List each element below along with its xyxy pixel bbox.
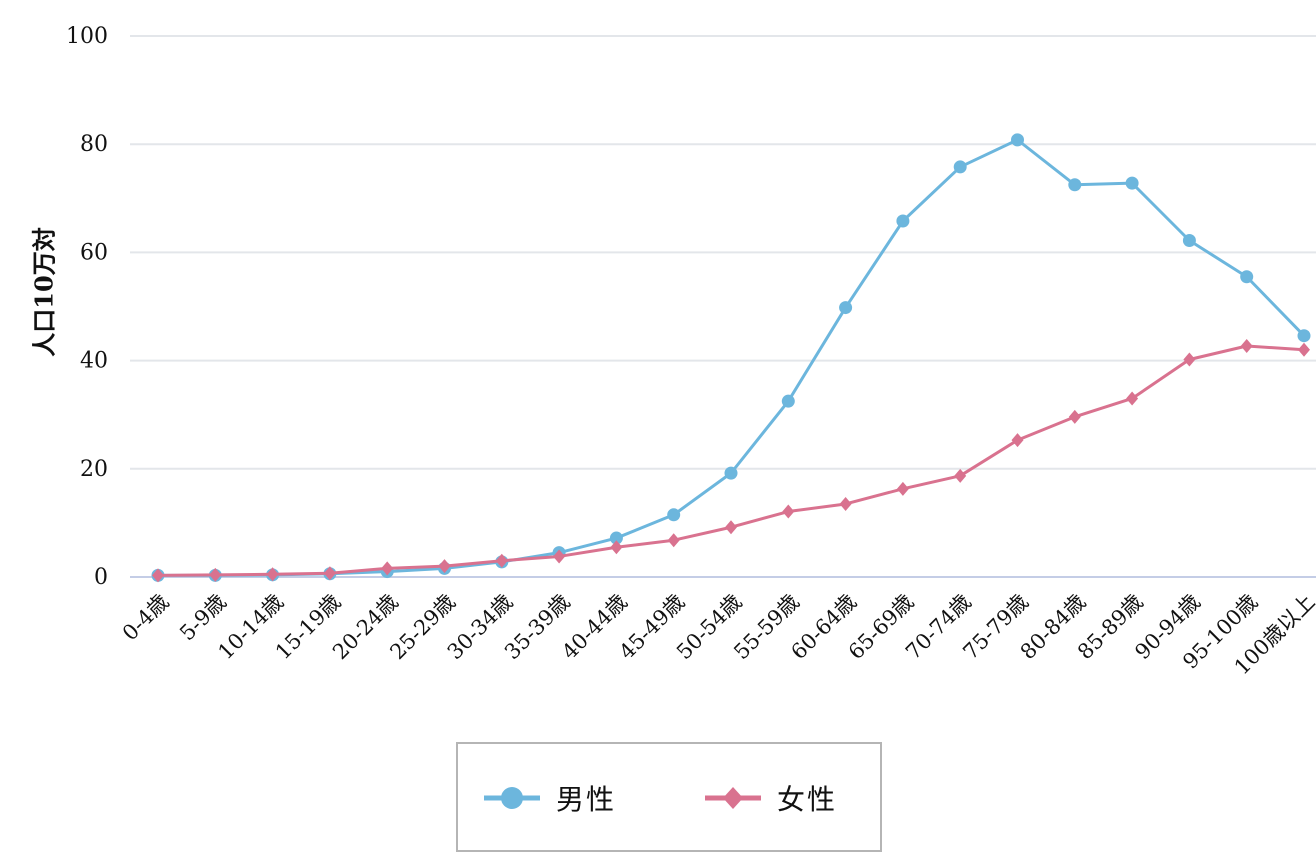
y-tick-label: 0: [94, 565, 108, 590]
data-point-male: [1011, 133, 1024, 147]
y-tick-label: 80: [80, 132, 108, 157]
data-point-female: [323, 566, 336, 581]
data-point-female: [1068, 409, 1081, 424]
data-point-male: [724, 466, 738, 480]
legend-item-female[interactable]: 女性: [703, 778, 837, 818]
y-tick-label: 40: [80, 349, 108, 374]
data-point-female: [381, 561, 394, 576]
series-line-female: [157, 344, 1305, 577]
data-point-male: [1068, 178, 1082, 192]
legend-female-marker-icon: [705, 787, 761, 809]
data-point-male: [1297, 329, 1311, 343]
data-point-male: [1125, 176, 1139, 190]
data-point-female: [1011, 433, 1024, 448]
data-point-female: [1126, 391, 1139, 406]
legend-label-male: 男性: [556, 783, 617, 816]
data-point-female: [954, 468, 967, 483]
data-point-male: [609, 531, 623, 545]
legend-item-male[interactable]: 男性: [482, 778, 616, 818]
y-tick-label: 60: [80, 240, 108, 265]
data-point-female: [1298, 342, 1310, 357]
data-point-female: [553, 549, 566, 564]
data-point-female: [667, 533, 680, 548]
legend: 男性 女性: [456, 742, 882, 852]
data-point-male: [667, 508, 681, 522]
grid-lines: [130, 35, 1316, 578]
x-tick-label: 0-4歳: [118, 590, 174, 646]
data-point-female: [782, 504, 795, 519]
data-point-female: [152, 568, 164, 583]
data-point-female: [266, 567, 279, 582]
data-point-male: [839, 301, 853, 315]
series-group: [151, 133, 1311, 583]
data-point-female: [1183, 352, 1196, 367]
data-point-female: [438, 559, 451, 574]
y-tick-label: 100: [66, 24, 108, 49]
data-point-female: [495, 553, 508, 568]
data-point-female: [1240, 338, 1253, 353]
data-point-female: [896, 481, 909, 496]
y-tick-labels: 0 20 40 60 80 100: [66, 24, 108, 590]
data-point-male: [1240, 270, 1254, 284]
legend-male-marker-icon: [484, 787, 540, 809]
data-point-female: [610, 540, 623, 555]
data-point-male: [953, 160, 967, 174]
legend-label-female: 女性: [777, 783, 838, 816]
data-point-male: [896, 214, 910, 228]
y-tick-label: 20: [80, 457, 108, 482]
series-line-male: [158, 138, 1306, 577]
data-point-female: [725, 520, 737, 535]
y-axis-label: 人口10万対: [30, 227, 59, 356]
x-tick-labels: 0-4歳 5-9歳10-14歳15-19歳20-24歳25-29歳30-34歳35…: [118, 590, 1316, 680]
data-point-male: [781, 394, 795, 408]
data-point-male: [1182, 233, 1196, 247]
data-point-female: [209, 567, 222, 582]
data-point-female: [839, 496, 852, 511]
